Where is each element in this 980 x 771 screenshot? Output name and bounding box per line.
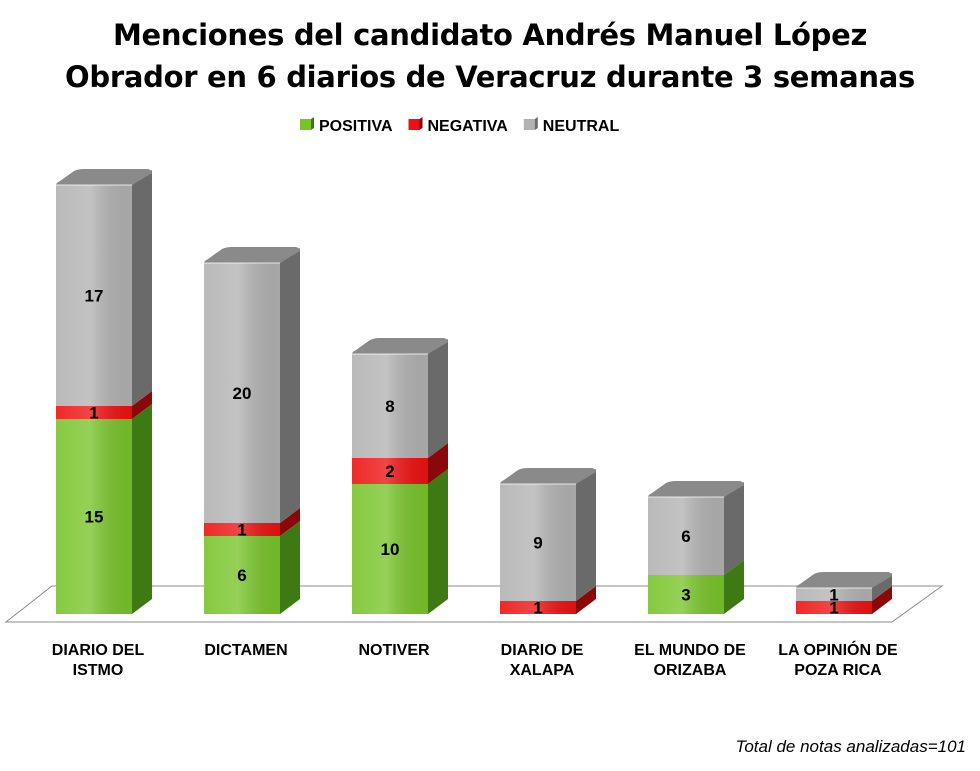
bar-top-neutral bbox=[796, 572, 892, 588]
bar-side-positiva bbox=[724, 560, 744, 614]
data-label-neutral-3: 8 bbox=[385, 397, 394, 416]
data-label-neutral-2: 20 bbox=[233, 384, 252, 403]
bar-top-neutral bbox=[352, 338, 448, 354]
category-label-4: DIARIO DE XALAPA bbox=[501, 642, 584, 679]
data-label-negativa-3: 2 bbox=[385, 462, 394, 481]
data-label-negativa-2: 1 bbox=[237, 521, 246, 540]
category-labels: DIARIO DEL ISTMO DICTAMEN NOTIVER DIARIO DE X… bbox=[52, 640, 898, 679]
bar-side-negativa bbox=[428, 443, 448, 484]
legend-label: NEGATIVA bbox=[428, 118, 509, 135]
bar-side-neutral bbox=[576, 469, 596, 601]
bar-side-negativa bbox=[872, 586, 892, 614]
column-5 bbox=[648, 481, 744, 614]
legend-item-negativa: NEGATIVA bbox=[408, 117, 509, 135]
column-4 bbox=[500, 468, 596, 614]
category-label-6: LA OPINIÓN DE POZA RICA bbox=[778, 640, 898, 679]
bar-top-neutral bbox=[500, 468, 596, 484]
column-2 bbox=[204, 247, 300, 614]
data-label-neutral-6: 1 bbox=[829, 586, 838, 605]
data-label-positiva-5: 3 bbox=[681, 586, 690, 605]
bar-side-positiva bbox=[132, 404, 152, 614]
chart-title-line-1: Menciones del candidato Andrés Manuel Ló… bbox=[112, 18, 868, 52]
bar-top-neutral bbox=[204, 247, 300, 263]
legend-swatch bbox=[300, 119, 311, 130]
bar-side-neutral bbox=[428, 339, 448, 458]
category-label-2: DICTAMEN bbox=[204, 642, 287, 659]
data-label-negativa-1: 1 bbox=[89, 404, 98, 423]
data-label-neutral-1: 17 bbox=[85, 287, 104, 306]
column-1 bbox=[56, 169, 152, 614]
data-label-positiva-3: 10 bbox=[381, 540, 400, 559]
bar-side-negativa bbox=[280, 508, 300, 536]
legend: POSITIVA NEGATIVA NEUTRAL bbox=[300, 117, 619, 135]
bar-side-neutral bbox=[724, 482, 744, 575]
legend-label: NEUTRAL bbox=[543, 118, 620, 135]
legend-label: POSITIVA bbox=[319, 118, 393, 135]
legend-item-positiva: POSITIVA bbox=[300, 117, 393, 135]
data-label-negativa-6: 1 bbox=[829, 599, 838, 618]
total-notes-note: Total de notas analizadas=101 bbox=[735, 737, 966, 756]
data-label-positiva-1: 15 bbox=[85, 508, 104, 527]
chart-title-line-2: Obrador en 6 diarios de Veracruz durante… bbox=[65, 60, 915, 94]
data-label-negativa-4: 1 bbox=[533, 599, 542, 618]
category-label-5: EL MUNDO DE ORIZABA bbox=[634, 642, 746, 679]
data-label-positiva-2: 6 bbox=[237, 566, 246, 585]
category-label-3: NOTIVER bbox=[358, 642, 430, 659]
bar-side-neutral bbox=[280, 248, 300, 523]
legend-swatch bbox=[523, 119, 535, 130]
bar-top-neutral bbox=[56, 169, 152, 185]
bars bbox=[56, 169, 892, 614]
bar-side-positiva bbox=[280, 521, 300, 614]
legend-item-neutral: NEUTRAL bbox=[523, 117, 620, 135]
bar-side-positiva bbox=[428, 469, 448, 614]
data-label-neutral-4: 9 bbox=[533, 534, 542, 553]
data-label-neutral-5: 6 bbox=[681, 527, 690, 546]
column-3 bbox=[352, 338, 448, 614]
bar-side-negativa bbox=[132, 391, 152, 419]
legend-swatch bbox=[408, 119, 420, 130]
bar-side-negativa bbox=[576, 586, 596, 614]
category-label-1: DIARIO DEL ISTMO bbox=[52, 642, 145, 679]
bar-side-neutral bbox=[132, 170, 152, 406]
chart-title: Menciones del candidato Andrés Manuel Ló… bbox=[0, 14, 980, 98]
column-6 bbox=[796, 572, 892, 614]
bar-side-neutral bbox=[872, 573, 892, 601]
bar-top-neutral bbox=[648, 481, 744, 497]
